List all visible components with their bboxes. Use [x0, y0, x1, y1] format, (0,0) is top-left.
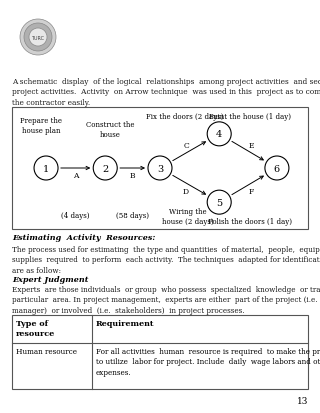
- Circle shape: [93, 157, 117, 180]
- Text: (58 days): (58 days): [116, 211, 149, 219]
- Text: 1: 1: [43, 164, 49, 173]
- Circle shape: [148, 157, 172, 180]
- Text: TURC: TURC: [31, 36, 44, 40]
- Text: 13: 13: [297, 396, 308, 405]
- Text: Wiring the
house (2 days): Wiring the house (2 days): [162, 207, 213, 225]
- Text: A schematic  display  of the logical  relationships  among project activities  a: A schematic display of the logical relat…: [12, 78, 320, 107]
- Text: For all activities  human  resource is required  to make the project team and
to: For all activities human resource is req…: [96, 347, 320, 376]
- Text: Fix the doors (2 days): Fix the doors (2 days): [146, 113, 223, 121]
- Text: (4 days): (4 days): [61, 211, 90, 219]
- Text: D: D: [183, 188, 189, 196]
- Text: Prepare the
house plan: Prepare the house plan: [20, 117, 62, 135]
- Text: Experts  are those individuals  or group  who possess  specialized  knowledge  o: Experts are those individuals or group w…: [12, 285, 320, 314]
- Text: 6: 6: [274, 164, 280, 173]
- Circle shape: [20, 20, 56, 56]
- Circle shape: [265, 157, 289, 180]
- Text: Construct the
house: Construct the house: [86, 121, 134, 139]
- Text: Requirement: Requirement: [96, 319, 155, 327]
- Circle shape: [29, 29, 47, 47]
- Text: Expert Judgment: Expert Judgment: [12, 275, 89, 283]
- Circle shape: [207, 123, 231, 147]
- Bar: [12, 108, 308, 230]
- Circle shape: [24, 24, 52, 52]
- Text: Type of
resource: Type of resource: [16, 319, 55, 337]
- Text: The process used for estimating  the type and quantities  of material,  people, : The process used for estimating the type…: [12, 245, 320, 274]
- Text: 2: 2: [102, 164, 108, 173]
- Text: F: F: [249, 188, 254, 196]
- Text: Estimating  Activity  Resources:: Estimating Activity Resources:: [12, 233, 156, 242]
- Text: 3: 3: [157, 164, 163, 173]
- Text: C: C: [183, 142, 189, 150]
- Text: B: B: [130, 171, 135, 180]
- Text: Paint the house (1 day): Paint the house (1 day): [209, 113, 291, 121]
- Text: E: E: [249, 142, 254, 150]
- Text: 5: 5: [216, 198, 222, 207]
- Text: Polish the doors (1 day): Polish the doors (1 day): [208, 218, 292, 225]
- Circle shape: [207, 191, 231, 215]
- Text: Human resource: Human resource: [16, 347, 77, 355]
- Circle shape: [34, 157, 58, 180]
- Bar: [12, 315, 308, 389]
- Text: 4: 4: [216, 130, 222, 139]
- Text: A: A: [73, 171, 78, 180]
